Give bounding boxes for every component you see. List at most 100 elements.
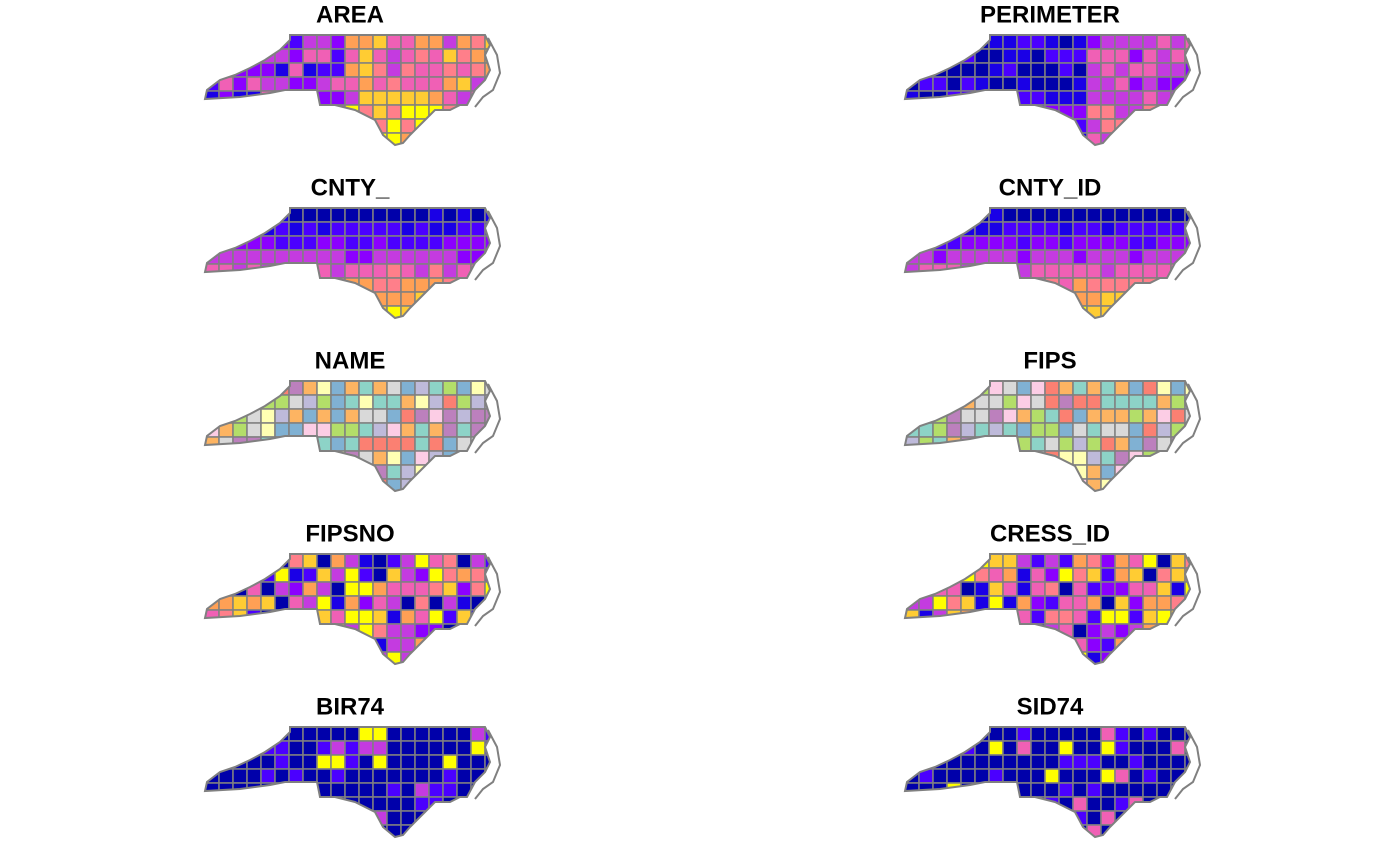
county — [442, 48, 458, 64]
county — [302, 810, 318, 826]
outer-banks — [1174, 729, 1202, 800]
county — [1072, 235, 1088, 251]
county — [1044, 48, 1060, 64]
county — [428, 810, 444, 826]
county — [946, 381, 962, 396]
county — [918, 623, 934, 639]
county — [1156, 637, 1172, 653]
counties — [205, 35, 490, 145]
county — [1100, 651, 1116, 664]
county — [1114, 62, 1130, 78]
county — [946, 651, 962, 664]
county — [386, 637, 402, 653]
county — [372, 35, 388, 50]
county — [988, 76, 1004, 92]
county — [288, 740, 304, 756]
county — [1170, 623, 1186, 639]
county — [1030, 609, 1046, 625]
county — [442, 62, 458, 78]
county — [246, 277, 262, 293]
county — [960, 35, 976, 50]
county — [1002, 727, 1018, 742]
county — [288, 291, 304, 307]
county — [1156, 567, 1172, 583]
county — [905, 450, 920, 466]
county — [358, 381, 374, 396]
county — [1156, 48, 1172, 64]
county — [302, 595, 318, 611]
county — [1086, 450, 1102, 466]
outer-banks — [474, 729, 502, 800]
county — [960, 450, 976, 466]
county — [205, 796, 220, 812]
county — [442, 249, 458, 265]
county — [1002, 249, 1018, 265]
county — [1030, 394, 1046, 410]
county — [1184, 118, 1190, 134]
county — [1142, 637, 1158, 653]
county — [205, 277, 220, 293]
county — [288, 62, 304, 78]
county — [386, 90, 402, 106]
state-outline — [903, 726, 1192, 839]
county — [288, 581, 304, 597]
county — [470, 305, 486, 318]
county — [1142, 422, 1158, 438]
county — [386, 595, 402, 611]
panel-title: FIPSNO — [305, 520, 394, 547]
county — [414, 554, 430, 569]
county — [288, 90, 304, 106]
county — [960, 651, 976, 664]
county — [1100, 48, 1116, 64]
county — [1128, 35, 1144, 50]
county — [470, 768, 486, 784]
county — [302, 291, 318, 307]
county — [1002, 277, 1018, 293]
county — [442, 291, 458, 307]
county — [205, 291, 220, 307]
county — [316, 478, 332, 491]
county — [988, 796, 1004, 812]
county — [414, 90, 430, 106]
county — [988, 450, 1004, 466]
county — [344, 740, 360, 756]
county — [386, 436, 402, 452]
county — [960, 796, 976, 812]
county — [232, 35, 248, 50]
county — [1128, 90, 1144, 106]
county — [1058, 35, 1074, 50]
county — [905, 810, 920, 826]
county — [918, 118, 934, 134]
county — [274, 637, 290, 653]
county — [1030, 422, 1046, 438]
county — [1170, 554, 1186, 569]
county — [988, 623, 1004, 639]
county — [428, 478, 444, 491]
county — [1170, 35, 1186, 50]
county — [1114, 394, 1130, 410]
county — [442, 754, 458, 770]
county — [1058, 637, 1074, 653]
county — [218, 567, 234, 583]
county — [988, 595, 1004, 611]
county — [442, 768, 458, 784]
county — [414, 305, 430, 318]
county — [1142, 62, 1158, 78]
county — [288, 554, 304, 569]
county — [470, 118, 486, 134]
county — [1114, 651, 1130, 664]
county — [932, 208, 948, 223]
county — [386, 62, 402, 78]
county — [974, 651, 990, 664]
county — [946, 305, 962, 318]
county — [400, 62, 416, 78]
county — [246, 824, 262, 837]
county — [1184, 104, 1190, 120]
county — [1128, 595, 1144, 611]
county — [260, 249, 276, 265]
county — [1156, 740, 1172, 756]
county — [246, 554, 262, 569]
county — [1156, 595, 1172, 611]
county — [1128, 408, 1144, 424]
county — [288, 394, 304, 410]
